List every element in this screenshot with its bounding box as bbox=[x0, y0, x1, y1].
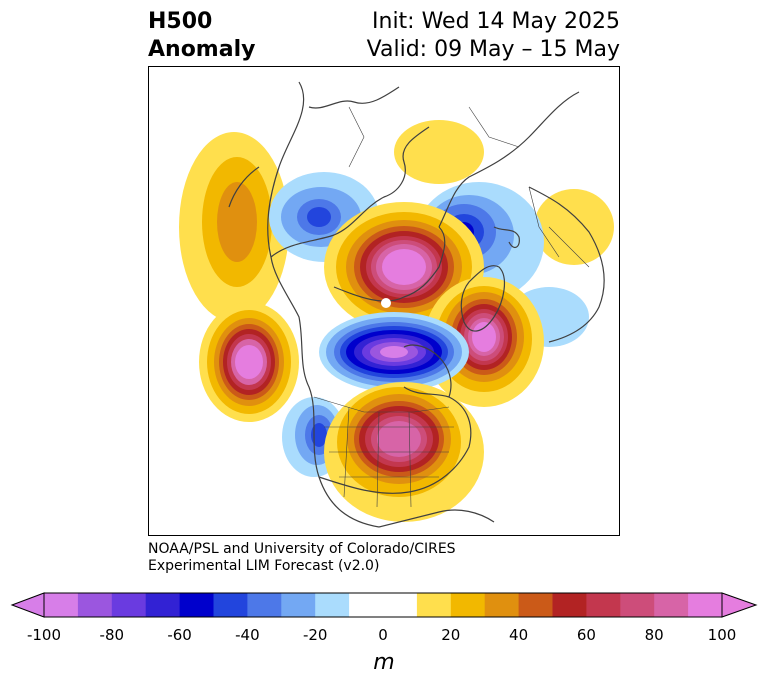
colorbar-cell bbox=[247, 593, 282, 617]
colorbar-cell bbox=[77, 593, 113, 617]
colorbar-extend-low bbox=[10, 592, 45, 618]
colorbar-cell bbox=[349, 593, 384, 617]
colorbar-extend-high bbox=[721, 592, 758, 618]
credit-line-1: NOAA/PSL and University of Colorado/CIRE… bbox=[148, 541, 456, 557]
colorbar-tick-label: 20 bbox=[441, 626, 461, 644]
credit-text: NOAA/PSL and University of Colorado/CIRE… bbox=[148, 541, 456, 575]
colorbar-tick-label: 100 bbox=[707, 626, 737, 644]
colorbar-cell bbox=[315, 593, 350, 617]
colorbar-units: m bbox=[373, 650, 395, 675]
variable-label: H500 bbox=[148, 9, 213, 34]
colorbar-cell bbox=[620, 593, 655, 617]
colorbar-cell bbox=[44, 593, 79, 617]
credit-line-2: Experimental LIM Forecast (v2.0) bbox=[148, 558, 380, 574]
colorbar-tick-label: -40 bbox=[235, 626, 260, 644]
colorbar-tick-label: -80 bbox=[99, 626, 125, 644]
colorbar-cell bbox=[145, 593, 181, 617]
colorbar-cell bbox=[450, 593, 486, 617]
colorbar-tick-label: 60 bbox=[576, 626, 596, 644]
colorbar-cell bbox=[518, 593, 553, 617]
anomaly-map bbox=[148, 66, 620, 536]
colorbar-cell bbox=[383, 593, 418, 617]
map-title: H500 Anomaly bbox=[148, 8, 255, 64]
anomaly-northern-canada bbox=[319, 312, 469, 392]
colorbar-cell bbox=[416, 593, 452, 617]
coastlines bbox=[228, 81, 605, 528]
colorbar-cell bbox=[586, 593, 621, 617]
anomaly-north-pacific bbox=[199, 302, 299, 422]
colorbar-tick-label: 40 bbox=[509, 626, 529, 644]
anomaly-ne-pacific bbox=[179, 132, 289, 322]
north-pole-marker bbox=[381, 298, 391, 308]
colorbar-tick-label: -20 bbox=[302, 626, 328, 644]
colorbar-cell bbox=[484, 593, 520, 617]
colorbar-cell bbox=[552, 593, 587, 617]
colorbar-tick-label: -60 bbox=[167, 626, 192, 644]
colorbar-tick-label: 80 bbox=[644, 626, 664, 644]
colorbar-cell bbox=[654, 593, 689, 617]
colorbar-cell bbox=[281, 593, 316, 617]
colorbar bbox=[10, 592, 758, 618]
map-svg bbox=[179, 81, 614, 528]
colorbar-outline bbox=[43, 592, 723, 618]
colorbar-cell bbox=[688, 593, 723, 617]
anomaly-europe bbox=[534, 189, 614, 265]
colorbar-cell bbox=[111, 593, 147, 617]
colorbar-cell bbox=[213, 593, 248, 617]
init-date: Init: Wed 14 May 2025 bbox=[372, 9, 620, 34]
anomaly-siberia bbox=[394, 120, 484, 184]
colorbar-tick-label: -100 bbox=[26, 626, 62, 644]
field-label: Anomaly bbox=[148, 37, 256, 62]
forecast-dates: Init: Wed 14 May 2025 Valid: 09 May – 15… bbox=[367, 8, 620, 64]
political-boundaries bbox=[313, 106, 590, 508]
colorbar-tick-label: 0 bbox=[378, 626, 388, 644]
colorbar-cell bbox=[179, 593, 214, 617]
valid-range: Valid: 09 May – 15 May bbox=[366, 37, 620, 62]
